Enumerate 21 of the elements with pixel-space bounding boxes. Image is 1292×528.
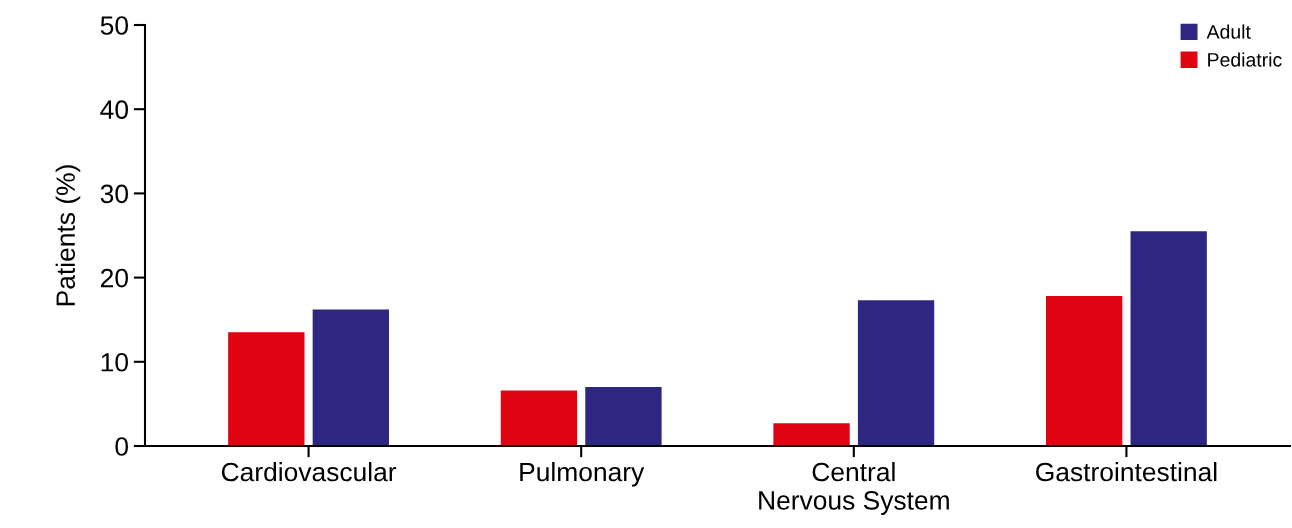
x-tick-label: Cardiovascular [221, 461, 397, 482]
y-axis-title: Patients (%) [55, 165, 81, 306]
legend-label: Pediatric [1208, 52, 1282, 67]
bar [228, 332, 305, 446]
x-tick-label: Central Nervous System [759, 461, 949, 515]
y-tick-label: 0 [115, 437, 128, 456]
bar [857, 300, 935, 446]
y-tick-label: 20 [101, 268, 128, 288]
bar [773, 423, 850, 446]
y-tick-label: 10 [101, 352, 128, 372]
y-tick-label: 40 [100, 100, 128, 120]
bar [1130, 231, 1207, 446]
bar [500, 390, 578, 446]
y-tick-label: 50 [100, 16, 128, 35]
bar [585, 387, 662, 446]
x-tick-label: Pulmonary [520, 461, 645, 487]
legend-label: Adult [1206, 24, 1251, 39]
y-tick-label: 30 [100, 184, 128, 204]
bar [1046, 296, 1123, 446]
x-tick-label: Gastrointestinal [1036, 461, 1217, 482]
bar [312, 309, 389, 446]
